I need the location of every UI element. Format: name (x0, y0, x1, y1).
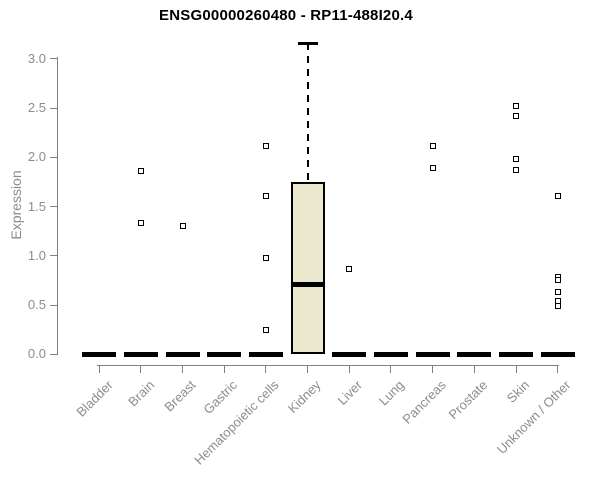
x-axis-tick (140, 365, 142, 373)
boxplot-box (290, 181, 325, 355)
y-axis-tick (50, 353, 58, 355)
y-axis-tick (50, 206, 58, 208)
x-tick-label: Lung (375, 377, 407, 409)
x-tick-label: Prostate (445, 377, 491, 423)
whisker-cap (297, 42, 318, 46)
x-axis-tick (348, 365, 350, 373)
x-tick-label: Breast (161, 377, 199, 415)
x-tick-label: Skin (503, 377, 532, 406)
y-tick-label: 2.0 (27, 149, 46, 165)
outlier-point (429, 165, 436, 172)
boxplot-flat-box (540, 351, 575, 357)
outlier-point (554, 303, 561, 310)
outlier-point (262, 326, 269, 333)
x-tick-label: Brain (124, 377, 157, 410)
y-tick-label: 0.5 (27, 297, 46, 313)
y-axis-tick (50, 304, 58, 306)
y-axis-tick (50, 156, 58, 158)
outlier-point (513, 103, 519, 110)
chart-title: ENSG00000260480 - RP11-488I20.4 (159, 7, 413, 24)
x-axis-tick (265, 365, 267, 373)
boxplot-flat-box (123, 351, 158, 357)
boxplot-flat-box (165, 351, 200, 357)
y-axis-tick (50, 255, 58, 257)
y-tick-label: 1.5 (27, 198, 46, 214)
boxplot-flat-box (82, 351, 117, 357)
outlier-point (554, 192, 561, 199)
x-axis-line (97, 365, 559, 366)
boxplot-flat-box (207, 351, 242, 357)
x-axis-tick (557, 365, 559, 373)
x-tick-label: Hematopoietic cells (191, 377, 282, 468)
boxplot-flat-box (499, 351, 533, 357)
y-tick-label: 0.0 (27, 346, 46, 362)
outlier-point (346, 265, 353, 272)
x-tick-label: Pancreas (399, 377, 449, 427)
x-axis-tick (182, 365, 184, 373)
outlier-point (262, 254, 269, 261)
outlier-point (513, 156, 519, 163)
outlier-point (137, 168, 144, 175)
outlier-point (429, 143, 436, 150)
outlier-point (554, 277, 561, 284)
x-axis-tick (223, 365, 225, 373)
x-axis-tick (307, 365, 309, 373)
x-axis-tick (432, 365, 434, 373)
x-tick-label: Bladder (72, 377, 116, 420)
boxplot-median (290, 281, 325, 287)
outlier-point (137, 220, 144, 227)
whisker-upper (306, 43, 309, 182)
boxplot-flat-box (248, 351, 283, 357)
outlier-point (554, 289, 561, 296)
x-axis-tick (390, 365, 392, 373)
x-tick-label: Kidney (284, 377, 324, 417)
boxplot-flat-box (415, 351, 450, 357)
y-axis-tick (50, 58, 58, 60)
x-axis-tick (473, 365, 475, 373)
x-tick-label: Liver (334, 377, 366, 408)
boxplot-flat-box (373, 351, 408, 357)
outlier-point (262, 143, 269, 150)
y-axis-line (57, 57, 58, 356)
y-axis-tick (50, 107, 58, 109)
boxplot-flat-box (332, 351, 367, 357)
outlier-point (513, 167, 519, 174)
outlier-point (179, 223, 186, 230)
x-tick-label: Gastric (200, 377, 241, 418)
y-tick-label: 2.5 (27, 100, 46, 116)
outlier-point (513, 112, 519, 119)
y-tick-label: 1.0 (27, 247, 46, 263)
x-axis-tick (98, 365, 100, 373)
boxplot-flat-box (457, 351, 492, 357)
outlier-point (262, 192, 269, 199)
x-tick-label: Unknown / Other (493, 377, 574, 457)
x-axis-tick (515, 365, 517, 373)
y-tick-label: 3.0 (27, 50, 46, 66)
